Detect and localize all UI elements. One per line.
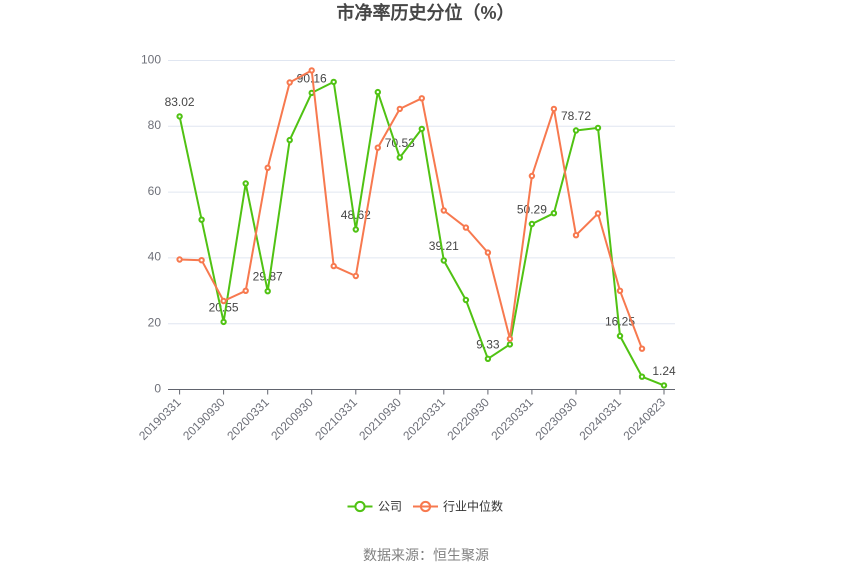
svg-text:39.21: 39.21	[429, 239, 459, 253]
svg-text:行业中位数: 行业中位数	[443, 499, 503, 514]
svg-text:48.62: 48.62	[341, 208, 371, 222]
svg-text:数据来源：恒生聚源: 数据来源：恒生聚源	[363, 547, 489, 563]
svg-text:0: 0	[154, 381, 161, 395]
svg-text:20.55: 20.55	[209, 300, 239, 314]
svg-text:公司: 公司	[378, 500, 402, 514]
svg-text:29.87: 29.87	[253, 270, 283, 284]
svg-text:50.29: 50.29	[517, 203, 547, 217]
svg-text:16.25: 16.25	[605, 315, 635, 329]
svg-text:83.02: 83.02	[165, 95, 195, 109]
svg-text:78.72: 78.72	[561, 109, 591, 123]
svg-text:80: 80	[148, 118, 162, 132]
svg-text:1.24: 1.24	[652, 364, 676, 378]
svg-text:40: 40	[148, 250, 162, 264]
svg-text:100: 100	[141, 52, 161, 66]
svg-text:市净率历史分位（%）: 市净率历史分位（%）	[336, 2, 514, 23]
svg-text:20: 20	[148, 316, 162, 330]
svg-text:60: 60	[148, 184, 162, 198]
